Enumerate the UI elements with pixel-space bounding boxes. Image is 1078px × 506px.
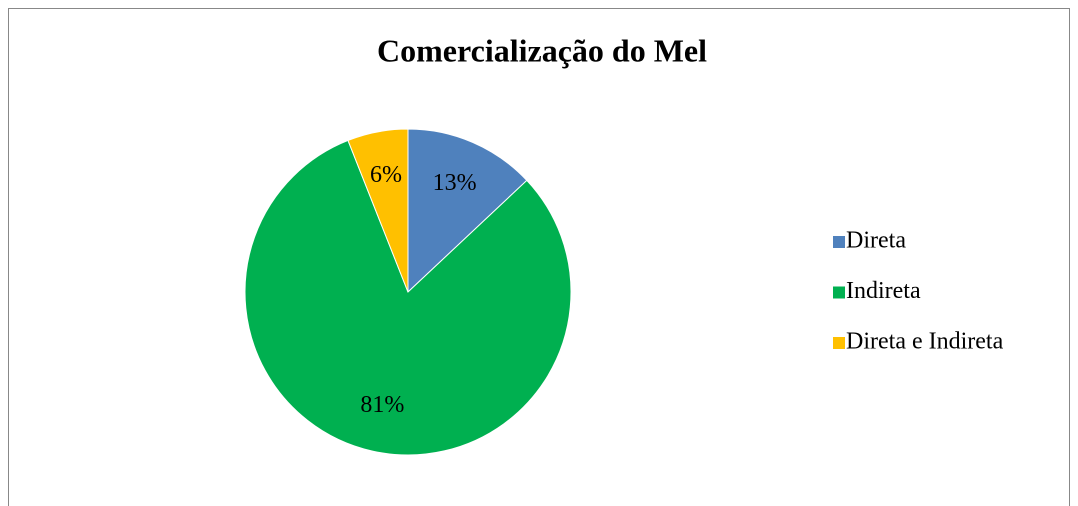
legend-swatch	[833, 286, 845, 299]
pie-slice	[347, 128, 409, 293]
legend-swatch	[833, 337, 845, 349]
pie-slice	[244, 139, 572, 456]
legend-label: Indireta	[846, 278, 921, 304]
chart-title: Comercialização do Mel	[377, 32, 707, 68]
data-label: 6%	[370, 162, 402, 188]
data-label: 81%	[360, 392, 404, 418]
legend-label: Direta e Indireta	[846, 329, 1004, 355]
chart-border	[8, 8, 1070, 506]
pie-slice	[407, 128, 528, 294]
legend-swatch	[833, 236, 845, 248]
legend-label: Direta	[846, 228, 906, 254]
data-label: 13%	[433, 170, 477, 196]
